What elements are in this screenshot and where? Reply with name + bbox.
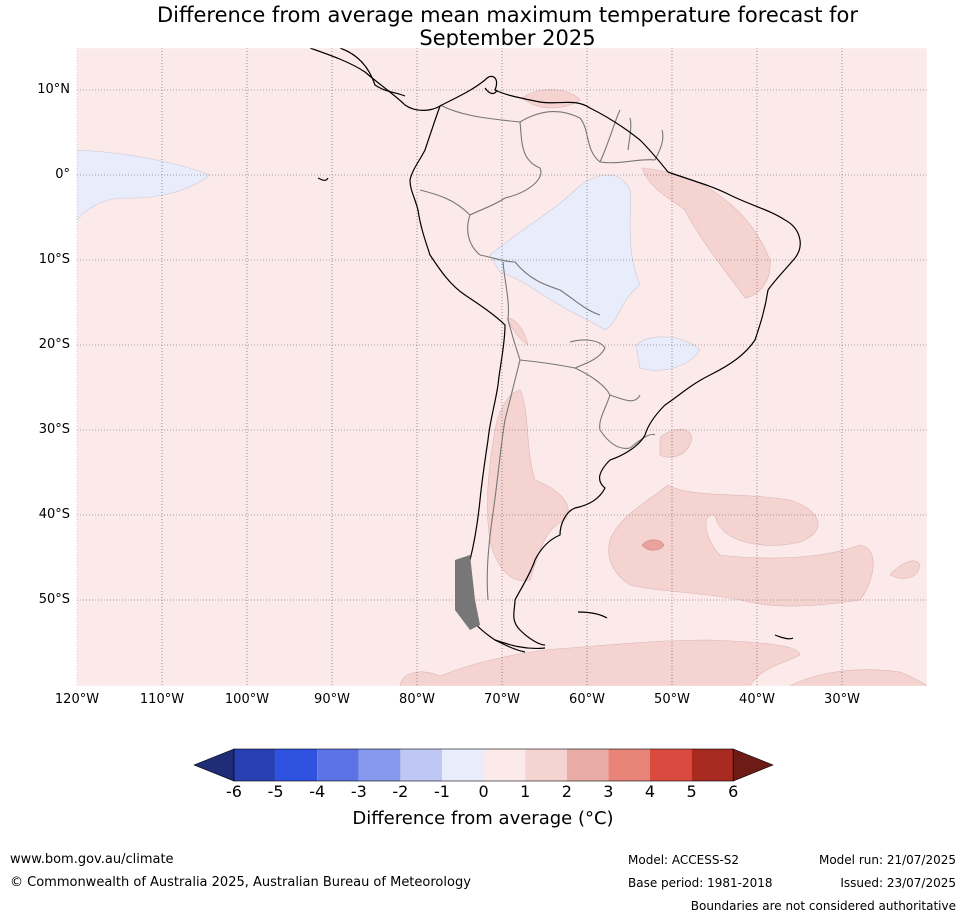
colorbar-cell-1 [234, 749, 276, 781]
footer-issued: Issued: 23/07/2025 [840, 876, 956, 890]
colorbar-cell-8 [525, 749, 567, 781]
colorbar-tick-minus-6: -6 [226, 782, 242, 801]
border-colombia-venezuela [439, 104, 542, 216]
lat-label-10s: 10°S [38, 252, 70, 267]
anomaly-region-east-atlantic [889, 560, 921, 579]
lat-label-10n: 10°N [37, 82, 70, 97]
lon-label-120w: 120°W [54, 692, 100, 707]
footer-disclaimer: Boundaries are not considered authoritat… [690, 899, 956, 913]
coastline-central-america [309, 48, 441, 111]
coastline-tierra-del-fuego [494, 611, 794, 653]
lon-label-110w: 110°W [139, 692, 185, 707]
anomaly-region-amazon [489, 174, 641, 331]
lon-label-40w: 40°W [739, 692, 775, 707]
lat-label-50s: 50°S [38, 592, 70, 607]
colorbar-tick-minus-3: -3 [350, 782, 367, 801]
footer-model: Model: ACCESS-S2 [628, 853, 740, 867]
colorbar-cell-12 [691, 749, 734, 781]
colorbar-label: Difference from average (°C) [352, 808, 614, 829]
chile-fjords [455, 555, 480, 630]
anomaly-region-hotspot [641, 539, 665, 551]
colorbar-tick-4: 4 [644, 782, 656, 801]
footer-copyright: © Commonwealth of Australia 2025, Austra… [10, 875, 471, 890]
anomaly-region-southeast-brazil [635, 336, 701, 371]
footer-base-period: Base period: 1981-2018 [628, 876, 773, 890]
colorbar [193, 748, 774, 782]
colorbar-tick-minus-5: -5 [267, 782, 284, 801]
anomaly-region-uruguay [659, 429, 693, 458]
colorbar-tick-minus-1: -1 [434, 782, 450, 801]
colorbar-cell-11 [650, 749, 692, 781]
colorbar-frame [233, 748, 734, 782]
colorbar-cell-7 [483, 749, 526, 781]
border-bolivia-south [519, 339, 606, 369]
colorbar-tick-2: 2 [561, 782, 572, 801]
map-frame [76, 47, 928, 687]
anomaly-region-argentina [487, 389, 569, 582]
colorbar-cell-low-extension [193, 748, 235, 782]
title-line-2: September 2025 [419, 26, 596, 50]
colorbar-cell-9 [566, 749, 609, 781]
coastline-caribbean [339, 48, 669, 173]
colorbar-tick-minus-4: -4 [309, 782, 326, 801]
map-title: Difference from average mean maximum tem… [0, 4, 965, 50]
anomaly-region-venezuela [521, 89, 581, 109]
colorbar-tick-5: 5 [686, 782, 697, 801]
lon-label-90w: 90°W [314, 692, 350, 707]
lon-label-100w: 100°W [224, 692, 270, 707]
coastline-islands-north [317, 87, 498, 181]
footer-url: www.bom.gov.au/climate [10, 852, 174, 867]
lon-label-30w: 30°W [824, 692, 860, 707]
anomaly-region-northeast-brazil [641, 167, 771, 299]
lon-label-60w: 60°W [569, 692, 605, 707]
anomaly-region-southern-ocean [399, 639, 801, 686]
title-line-1: Difference from average mean maximum tem… [157, 3, 858, 27]
lat-label-0: 0° [55, 167, 70, 182]
lat-label-20s: 20°S [38, 337, 70, 352]
lon-label-50w: 50°W [654, 692, 690, 707]
lat-label-40s: 40°S [38, 507, 70, 522]
colorbar-tick-3: 3 [603, 782, 614, 801]
colorbar-cell-2 [275, 749, 318, 781]
footer-model-run: Model run: 21/07/2025 [818, 853, 956, 867]
border-peru-bolivia [502, 261, 521, 361]
colorbar-tick-minus-2: -2 [392, 782, 409, 801]
border-peru-brazil [479, 254, 601, 316]
lon-label-80w: 80°W [399, 692, 435, 707]
coastline-east-brazil [609, 289, 769, 461]
lat-label-30s: 30°S [38, 422, 70, 437]
border-chile-argentina [486, 359, 521, 601]
anomaly-region-pacific-west [77, 149, 211, 221]
fjord-cluster [455, 555, 480, 630]
country-borders [419, 104, 664, 601]
colorbar-tick-6: 6 [728, 782, 739, 801]
border-venezuela-brazil [519, 111, 656, 164]
colorbar-tick-1: 1 [520, 782, 531, 801]
coastline-amazon-north-brazil [667, 171, 801, 291]
lon-label-70w: 70°W [484, 692, 520, 707]
gridlines [76, 48, 927, 686]
colorbar-cell-6 [442, 749, 484, 781]
colorbar-cell-3 [317, 749, 359, 781]
colorbar-cell-10 [608, 749, 650, 781]
colorbar-cell-high-extension [732, 748, 774, 782]
border-argentina-brazil [599, 394, 631, 449]
border-uruguay [629, 433, 656, 449]
border-ecuador-peru [419, 189, 481, 256]
anomaly-region-south-east [789, 669, 927, 686]
colorbar-cell-4 [358, 749, 401, 781]
coastlines [309, 48, 801, 653]
colorbar-tick-0: 0 [478, 782, 489, 801]
coastline-rio-plata-patagonia [513, 459, 611, 646]
colorbar-cell-5 [400, 749, 442, 781]
